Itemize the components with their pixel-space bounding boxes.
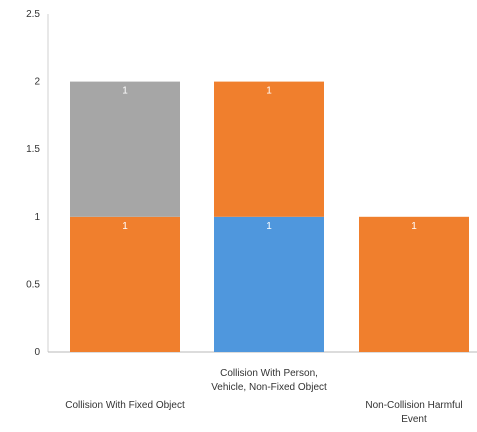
y-tick-label: 1 [34, 212, 40, 223]
y-tick-label: 2 [34, 77, 40, 88]
category-labels: Collision With Fixed Object Collision Wit… [65, 368, 462, 425]
category-label: Event [401, 414, 427, 425]
bar-segment [214, 81, 324, 217]
data-label: 1 [266, 86, 272, 97]
y-tick-label: 0.5 [26, 279, 40, 290]
data-labels: 1 1 1 1 1 [122, 86, 417, 232]
data-label: 1 [411, 221, 417, 232]
bar-segment [70, 81, 180, 217]
bar-segment [70, 216, 180, 352]
data-label: 1 [266, 221, 272, 232]
y-tick-labels: 0 0.5 1 1.5 2 2.5 [26, 9, 40, 358]
data-label: 1 [122, 86, 128, 97]
bar-segment [359, 216, 469, 352]
bars [70, 81, 469, 352]
bar-segment [214, 216, 324, 352]
data-label: 1 [122, 221, 128, 232]
category-label: Collision With Fixed Object [65, 400, 185, 411]
category-label: Vehicle, Non-Fixed Object [211, 382, 327, 393]
y-tick-label: 2.5 [26, 9, 40, 20]
category-label: Collision With Person, [220, 368, 318, 379]
y-tick-label: 0 [34, 347, 40, 358]
category-label: Non-Collision Harmful [365, 400, 462, 411]
y-tick-label: 1.5 [26, 144, 40, 155]
